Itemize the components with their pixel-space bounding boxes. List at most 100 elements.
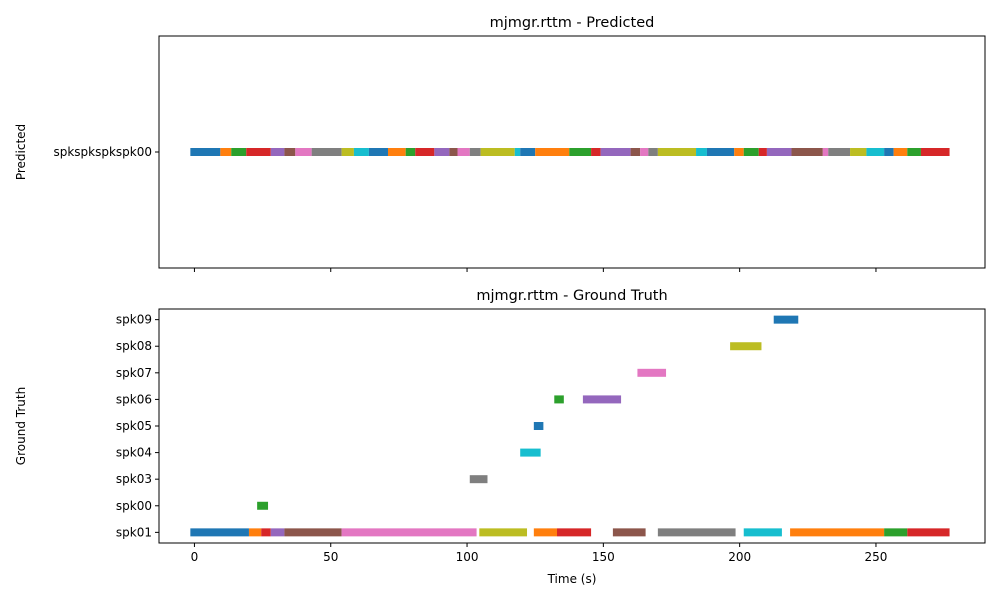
predicted-panel: mjmgr.rttm - Predicted Predicted spkspks… [14, 15, 986, 272]
segment-spk01-11 [743, 528, 782, 537]
segment-spkspkspkspk00-26 [640, 148, 649, 156]
segment-spkspkspkspk00-38 [850, 148, 867, 156]
segment-spkspkspkspk00-7 [311, 148, 342, 156]
segment-spkspkspkspk00-40 [884, 148, 894, 156]
segment-spk01-10 [657, 528, 736, 537]
segment-spk07-21 [637, 368, 667, 377]
segment-spk09-23 [773, 315, 799, 324]
segment-spkspkspkspk00-35 [791, 148, 823, 156]
segment-spkspkspkspk00-17 [469, 148, 481, 156]
segment-spkspkspkspk00-2 [231, 148, 247, 156]
x-tick-label-250: 250 [865, 550, 888, 564]
predicted-segments [190, 148, 950, 156]
segment-spkspkspkspk00-20 [520, 148, 536, 156]
segment-spkspkspkspk00-5 [284, 148, 296, 156]
y-tick-label-spk09: spk09 [116, 313, 152, 327]
segment-spkspkspkspk00-3 [246, 148, 271, 156]
segment-spk01-0 [190, 528, 249, 537]
segment-spkspkspkspk00-41 [893, 148, 908, 156]
segment-spkspkspkspk00-32 [743, 148, 759, 156]
segment-spkspkspkspk00-1 [220, 148, 232, 156]
segment-spk01-8 [557, 528, 592, 537]
y-tick-label-spk06: spk06 [116, 392, 152, 406]
segment-spkspkspkspk00-13 [415, 148, 435, 156]
segment-spkspkspkspk00-36 [822, 148, 829, 156]
segment-spkspkspkspk00-18 [480, 148, 515, 156]
segment-spk03-16 [469, 475, 488, 484]
segment-spkspkspkspk00-37 [828, 148, 851, 156]
segment-spkspkspkspk00-19 [514, 148, 521, 156]
segment-spk01-14 [907, 528, 950, 537]
predicted-plot-frame [158, 35, 986, 269]
segment-spkspkspkspk00-42 [907, 148, 921, 156]
segment-spkspkspkspk00-28 [657, 148, 697, 156]
y-tick-label-spk08: spk08 [116, 339, 152, 353]
x-tick-label-200: 200 [728, 550, 751, 564]
y-tick-label-spk00: spk00 [116, 499, 152, 513]
segment-spkspkspkspk00-14 [434, 148, 450, 156]
y-tick-label-spkspkspkspk00: spkspkspkspk00 [53, 145, 152, 159]
segment-spk06-19 [554, 395, 564, 404]
segment-spkspkspkspk00-8 [341, 148, 354, 156]
segment-spkspkspkspk00-11 [387, 148, 406, 156]
x-tick-label-100: 100 [456, 550, 479, 564]
segment-spkspkspkspk00-39 [866, 148, 885, 156]
predicted-y-ticks: spkspkspkspk00 [53, 145, 159, 159]
segment-spk08-22 [730, 342, 762, 351]
segment-spkspkspkspk00-12 [405, 148, 416, 156]
segment-spk01-3 [270, 528, 285, 537]
x-tick-label-150: 150 [592, 550, 615, 564]
segment-spkspkspkspk00-9 [353, 148, 369, 156]
segment-spk01-5 [341, 528, 477, 537]
ground-truth-plot-frame [158, 308, 986, 544]
segment-spkspkspkspk00-15 [449, 148, 458, 156]
ground-truth-x-ticks: 0 50 100 150 200 250 [191, 543, 888, 564]
y-tick-label-spk01: spk01 [116, 525, 152, 539]
segment-spkspkspkspk00-4 [270, 148, 285, 156]
ground-truth-y-axis-label: Ground Truth [14, 387, 28, 465]
segment-spkspkspkspk00-34 [766, 148, 792, 156]
x-tick-label-0: 0 [191, 550, 199, 564]
predicted-y-axis-label: Predicted [14, 124, 28, 180]
segment-spkspkspkspk00-21 [535, 148, 570, 156]
segment-spkspkspkspk00-33 [758, 148, 767, 156]
ground-truth-segments [190, 315, 950, 537]
segment-spkspkspkspk00-31 [734, 148, 744, 156]
ground-truth-x-axis-label: Time (s) [547, 572, 597, 586]
segment-spkspkspkspk00-16 [457, 148, 470, 156]
ground-truth-y-ticks: spk01 spk00 spk03 spk04 spk05 spk06 spk07 spk08… [116, 313, 159, 539]
y-tick-label-spk04: spk04 [116, 446, 152, 460]
x-tick-label-50: 50 [323, 550, 338, 564]
segment-spkspkspkspk00-43 [920, 148, 950, 156]
y-tick-label-spk07: spk07 [116, 366, 152, 380]
segment-spk01-7 [533, 528, 558, 537]
segment-spk01-1 [248, 528, 262, 537]
segment-spk00-15 [257, 501, 269, 510]
segment-spk04-17 [520, 448, 541, 457]
segment-spkspkspkspk00-27 [648, 148, 658, 156]
segment-spkspkspkspk00-6 [295, 148, 312, 156]
segment-spk01-13 [884, 528, 908, 537]
segment-spk01-6 [479, 528, 528, 537]
segment-spkspkspkspk00-24 [600, 148, 631, 156]
ground-truth-chart-title: mjmgr.rttm - Ground Truth [476, 288, 667, 304]
segment-spk01-4 [284, 528, 342, 537]
y-tick-label-spk03: spk03 [116, 472, 152, 486]
segment-spk01-2 [261, 528, 271, 537]
segment-spkspkspkspk00-10 [368, 148, 388, 156]
segment-spkspkspkspk00-23 [591, 148, 601, 156]
segment-spkspkspkspk00-0 [190, 148, 221, 156]
segment-spk01-9 [612, 528, 646, 537]
predicted-x-ticks [193, 268, 877, 272]
segment-spkspkspkspk00-22 [569, 148, 592, 156]
segment-spk01-12 [790, 528, 885, 537]
segment-spk06-20 [582, 395, 622, 404]
segment-spkspkspkspk00-29 [696, 148, 707, 156]
segment-spkspkspkspk00-30 [706, 148, 735, 156]
y-tick-label-spk05: spk05 [116, 419, 152, 433]
predicted-chart-title: mjmgr.rttm - Predicted [490, 15, 655, 31]
segment-spkspkspkspk00-25 [630, 148, 641, 156]
ground-truth-panel: mjmgr.rttm - Ground Truth Ground Truth T… [14, 288, 986, 586]
